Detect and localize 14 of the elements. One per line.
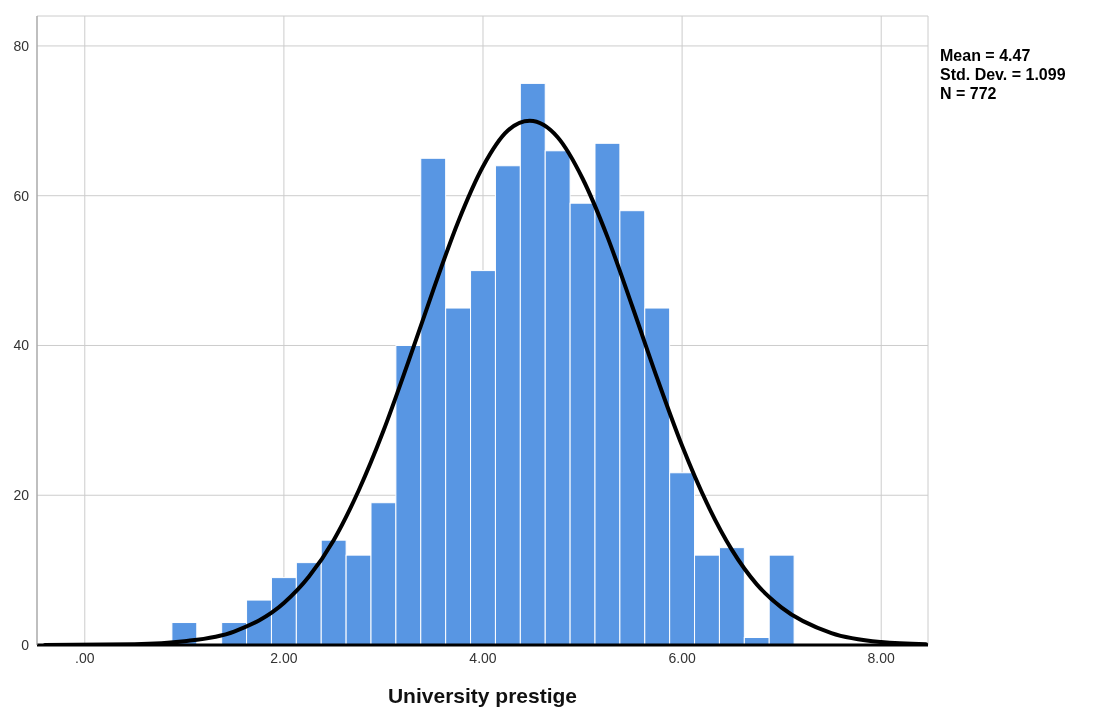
text: Std. Dev. = 1.099 (940, 65, 1066, 84)
y-tick-label: 20 (13, 487, 30, 504)
y-tick-label: 80 (13, 37, 30, 54)
x-tick-label: 6.00 (668, 649, 696, 666)
y-tick-label: 0 (21, 636, 30, 653)
x-tick-label: 8.00 (867, 649, 896, 666)
y-tick-label: 40 (13, 337, 30, 354)
x-tick-label: .00 (75, 649, 95, 666)
y-tick-label: 60 (13, 187, 30, 204)
text: N = 772 (940, 84, 998, 103)
x-tick-label: 4.00 (469, 649, 497, 666)
text: Mean = 4.47 (940, 46, 1032, 65)
x-axis-title: University prestige (387, 684, 578, 707)
x-tick-label: 2.00 (270, 649, 298, 666)
